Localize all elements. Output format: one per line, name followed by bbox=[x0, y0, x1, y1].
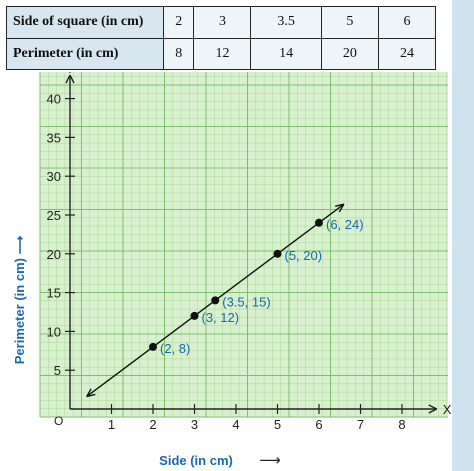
x-arrow-icon: ⟶ bbox=[259, 451, 281, 469]
table-cell: 20 bbox=[320, 37, 379, 70]
y-axis-letter: Y bbox=[66, 72, 74, 76]
x-tick-label: 2 bbox=[149, 417, 156, 432]
data-label: (6, 24) bbox=[326, 217, 364, 232]
grid-background bbox=[40, 72, 448, 417]
x-tick-label: 4 bbox=[232, 417, 239, 432]
side-strip bbox=[452, 0, 474, 471]
x-tick-label: 3 bbox=[191, 417, 198, 432]
table-cell: 6 bbox=[377, 6, 437, 39]
table-row-side: Side of square (in cm) 2 3 3.5 5 6 bbox=[6, 6, 437, 39]
x-tick-label: 6 bbox=[315, 417, 322, 432]
table-cell: 3.5 bbox=[250, 6, 322, 39]
table-row-perimeter: Perimeter (in cm) 8 12 14 20 24 bbox=[6, 37, 437, 70]
y-arrow-icon: ⟶ bbox=[12, 235, 27, 255]
data-point bbox=[149, 342, 157, 351]
row-label-perimeter: Perimeter (in cm) bbox=[6, 37, 164, 70]
data-label: (5, 20) bbox=[285, 248, 323, 263]
x-tick-label: 1 bbox=[108, 417, 115, 432]
table-cell: 8 bbox=[162, 37, 195, 70]
y-tick-label: 15 bbox=[47, 286, 61, 301]
x-tick-label: 7 bbox=[357, 417, 364, 432]
x-tick-label: 5 bbox=[274, 417, 281, 432]
x-axis-letter: X bbox=[443, 402, 452, 417]
data-point bbox=[211, 296, 220, 305]
data-label: (3.5, 15) bbox=[222, 294, 270, 309]
y-tick-label: 35 bbox=[47, 130, 61, 145]
table-cell: 12 bbox=[193, 37, 252, 70]
data-point bbox=[315, 218, 323, 227]
y-tick-label: 30 bbox=[47, 169, 61, 184]
data-point bbox=[273, 249, 282, 258]
y-axis-label: Perimeter (in cm) ⟶ bbox=[12, 235, 27, 365]
y-tick-label: 10 bbox=[47, 324, 61, 339]
x-tick-label: 8 bbox=[398, 417, 405, 432]
y-tick-label: 20 bbox=[47, 247, 61, 262]
data-label: (2, 8) bbox=[160, 341, 190, 356]
table-cell: 5 bbox=[320, 6, 379, 39]
table-cell: 3 bbox=[193, 6, 252, 39]
row-label-side: Side of square (in cm) bbox=[6, 6, 164, 39]
data-point bbox=[190, 311, 199, 320]
series-arrowhead bbox=[334, 203, 345, 213]
table-cell: 24 bbox=[377, 37, 437, 70]
origin-label: O bbox=[54, 414, 63, 428]
y-tick-label: 40 bbox=[47, 92, 61, 107]
x-axis-arrowhead bbox=[428, 404, 438, 414]
x-axis-label: Side (in cm) bbox=[159, 453, 233, 468]
series-arrowhead bbox=[85, 388, 96, 398]
data-table: Side of square (in cm) 2 3 3.5 5 6 Perim… bbox=[6, 6, 437, 70]
table-cell: 2 bbox=[162, 6, 195, 39]
y-tick-label: 5 bbox=[54, 363, 61, 378]
y-axis-arrowhead bbox=[65, 74, 75, 84]
data-label: (3, 12) bbox=[202, 310, 240, 325]
y-tick-label: 25 bbox=[47, 208, 61, 223]
table-cell: 14 bbox=[250, 37, 322, 70]
line-chart: X Y O 1 2 3 4 5 6 7 8 5 10 15 20 25 30 35 40 Side (in cm) ⟶ (… bbox=[39, 72, 452, 469]
